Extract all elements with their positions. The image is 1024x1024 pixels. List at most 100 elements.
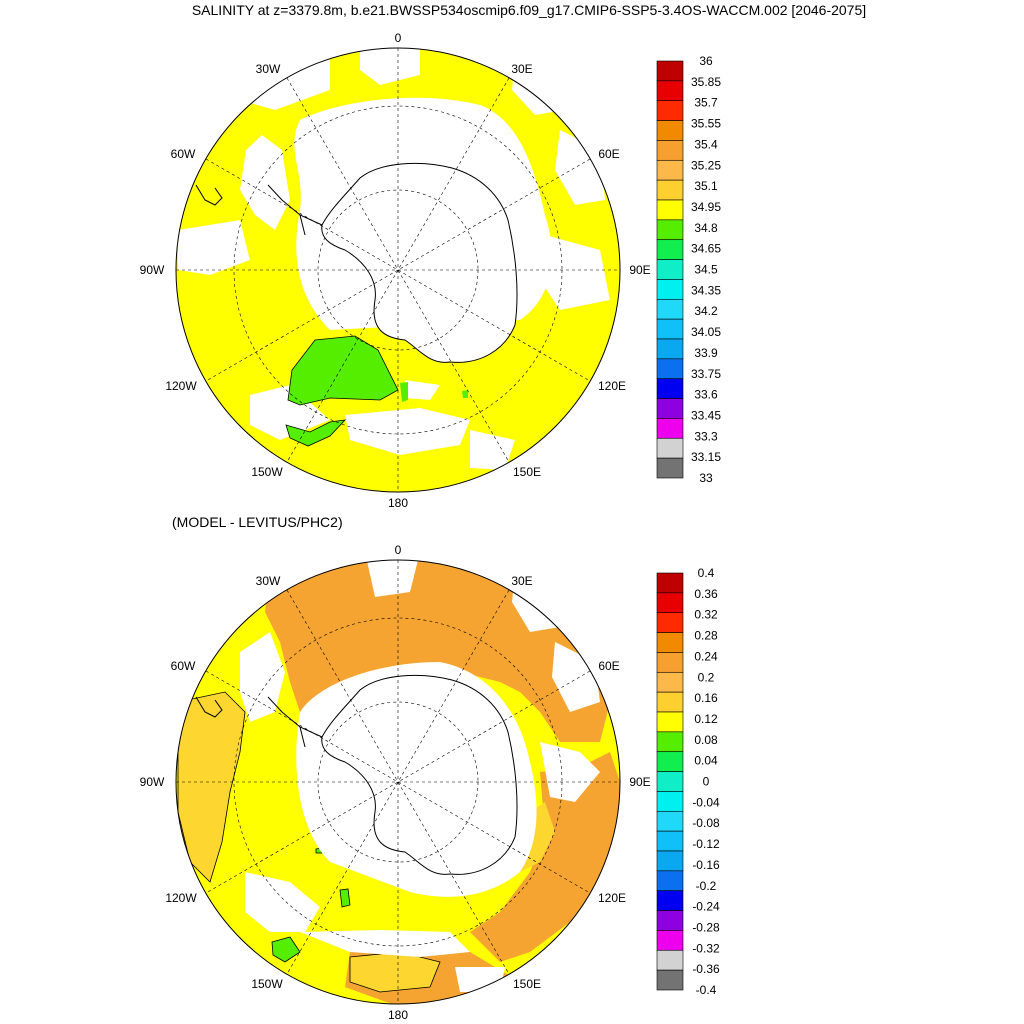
colorbar-swatch xyxy=(656,910,684,931)
colorbar-tick-label: -0.04 xyxy=(692,795,720,809)
salinity-field xyxy=(176,48,620,492)
colorbar-swatch xyxy=(656,949,684,971)
lon-label-90w: 90W xyxy=(140,775,165,789)
lon-label-90w: 90W xyxy=(140,263,165,277)
colorbar-tick-label: -0.12 xyxy=(692,837,720,851)
colorbar-tick-label: -0.28 xyxy=(692,920,720,934)
colorbar-swatch xyxy=(656,830,684,852)
colorbar-tick-label: 33.3 xyxy=(694,429,718,443)
colorbar-swatch xyxy=(656,60,684,82)
colorbar-tick-label: 0.32 xyxy=(694,608,718,622)
colorbar-tick-label: 35.25 xyxy=(691,158,721,172)
page-title: SALINITY at z=3379.8m, b.e21.BWSSP534osc… xyxy=(191,2,867,18)
colorbar-swatch xyxy=(656,612,684,633)
colorbar-swatch xyxy=(656,711,684,733)
lon-label-60w: 60W xyxy=(171,659,196,673)
colorbar-swatch xyxy=(656,239,684,260)
colorbar-swatch xyxy=(656,691,684,713)
colorbar-tick-label: -0.36 xyxy=(692,962,720,976)
colorbar-tick-label: 34.65 xyxy=(691,242,721,256)
colorbar-tick-label: 0.2 xyxy=(698,670,715,684)
colorbar-swatch xyxy=(656,318,684,340)
lon-label-30e: 30E xyxy=(511,574,532,588)
graticule xyxy=(176,560,620,1004)
colorbar-tick-label: 34.35 xyxy=(691,283,721,297)
colorbar-tick-label: -0.4 xyxy=(696,983,717,997)
lon-label-90e: 90E xyxy=(629,775,650,789)
lon-label-30w: 30W xyxy=(256,574,281,588)
panel-subtitle: (MODEL - LEVITUS/PHC2) xyxy=(172,514,343,530)
south-america-tip xyxy=(195,184,223,206)
colorbar-tick-label: 0.04 xyxy=(694,754,718,768)
colorbar-tick-label: 0 xyxy=(703,775,710,789)
colorbar-swatch xyxy=(656,457,684,479)
colorbar-tick-label: 34.8 xyxy=(694,221,718,235)
lon-label-150w: 150W xyxy=(251,977,283,991)
colorbar-swatch xyxy=(656,179,684,201)
colorbar-swatch xyxy=(656,751,684,772)
colorbar-swatch xyxy=(656,338,684,360)
colorbar-tick-label: 33.15 xyxy=(691,450,721,464)
colorbar-swatch xyxy=(656,632,684,653)
difference-map-panel: 0 30E 60E 90E 120E 150E 180 150W 120W 90… xyxy=(140,543,720,1022)
lon-label-60w: 60W xyxy=(171,147,196,161)
lon-label-90e: 90E xyxy=(629,263,650,277)
colorbar-swatch xyxy=(656,969,684,991)
colorbar-swatch xyxy=(656,810,684,832)
lon-label-30w: 30W xyxy=(256,62,281,76)
lon-label-0: 0 xyxy=(395,31,402,45)
colorbar-swatch xyxy=(656,418,684,439)
salinity-anomaly-patches xyxy=(285,335,468,447)
lon-label-30e: 30E xyxy=(511,62,532,76)
lon-label-150e: 150E xyxy=(513,465,541,479)
colorbar-tick-label: 0.24 xyxy=(694,649,718,663)
colorbar-tick-label: 0.16 xyxy=(694,691,718,705)
colorbar-swatch xyxy=(656,279,684,300)
colorbar-swatch xyxy=(656,437,684,459)
colorbar-swatch xyxy=(656,771,684,792)
colorbar-swatch xyxy=(656,259,684,280)
lon-label-150e: 150E xyxy=(513,977,541,991)
colorbar-tick-label: -0.32 xyxy=(692,941,720,955)
colorbar-swatch xyxy=(656,358,684,380)
lon-label-180: 180 xyxy=(388,496,408,510)
colorbar-tick-label: 33.9 xyxy=(694,346,718,360)
colorbar-tick-label: 33.45 xyxy=(691,408,721,422)
lon-label-60e: 60E xyxy=(598,659,619,673)
south-america-tip xyxy=(195,696,223,718)
colorbar-swatch xyxy=(656,572,684,594)
map-border xyxy=(175,47,621,493)
colorbar-swatch xyxy=(656,140,684,161)
colorbar-swatch xyxy=(656,398,684,419)
colorbar-tick-label: -0.08 xyxy=(692,816,720,830)
colorbar-tick-label: 0.4 xyxy=(698,566,715,580)
difference-colorbar: 0.4 0.36 0.32 0.28 0.24 0.2 0.16 0.12 0.08 0.04 0 -… xyxy=(656,566,720,997)
antarctica-coastline xyxy=(321,162,518,363)
colorbar-tick-label: 34.95 xyxy=(691,200,721,214)
colorbar-swatch xyxy=(656,671,684,693)
colorbar-tick-label: 33 xyxy=(699,471,713,485)
antarctica-coastline xyxy=(321,674,518,875)
salinity-colorbar: 36 35.85 35.7 35.55 35.4 35.25 35.1 34.95 34.8 34… xyxy=(656,54,721,485)
lon-label-0: 0 xyxy=(395,543,402,557)
colorbar-tick-label: 35.4 xyxy=(694,137,718,151)
colorbar-tick-label: -0.24 xyxy=(692,900,720,914)
colorbar-swatch xyxy=(656,791,684,812)
colorbar-tick-label: 0.12 xyxy=(694,712,718,726)
longitude-labels: 0 30E 60E 90E 120E 150E 180 150W 120W 90… xyxy=(140,31,651,510)
colorbar-swatch xyxy=(656,592,684,614)
colorbar-swatch xyxy=(656,80,684,102)
colorbar-tick-label: 35.7 xyxy=(694,96,718,110)
colorbar-swatch xyxy=(656,100,684,121)
colorbar-swatch xyxy=(656,652,684,673)
lon-label-120w: 120W xyxy=(165,891,197,905)
colorbar-tick-label: 34.05 xyxy=(691,325,721,339)
lon-label-60e: 60E xyxy=(598,147,619,161)
colorbar-swatch xyxy=(656,199,684,221)
colorbar-swatch xyxy=(656,120,684,141)
colorbar-swatch xyxy=(656,890,684,911)
colorbar-tick-label: 0.08 xyxy=(694,733,718,747)
graticule xyxy=(176,48,620,492)
lon-label-120w: 120W xyxy=(165,379,197,393)
colorbar-swatch xyxy=(656,298,684,320)
